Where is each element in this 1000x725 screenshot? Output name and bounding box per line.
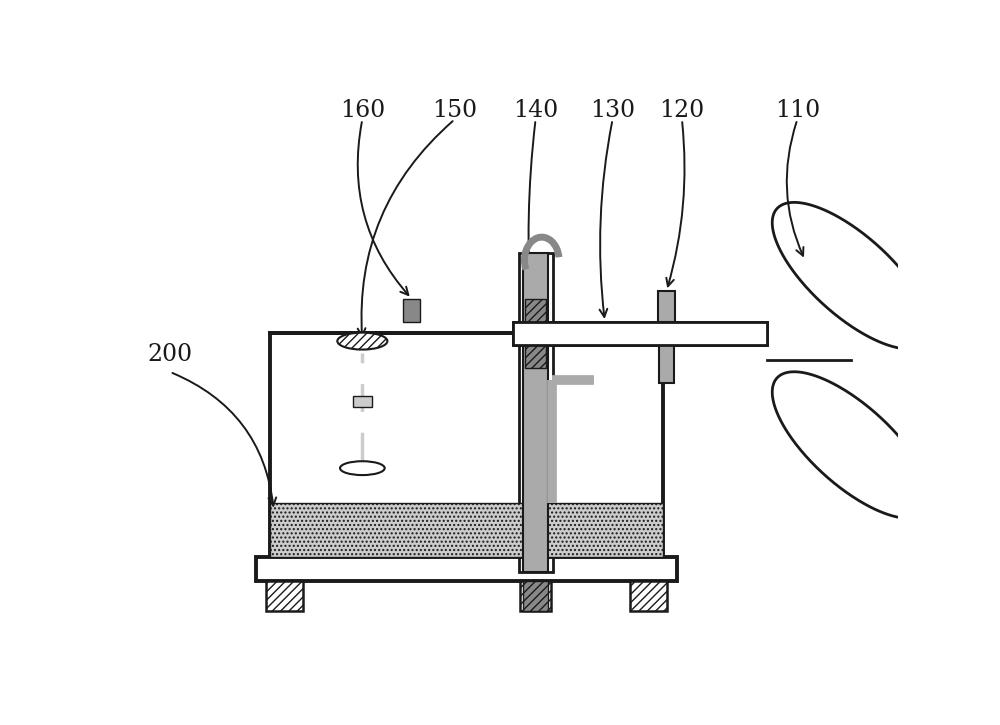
Text: 110: 110 (775, 99, 820, 122)
Bar (266, 581, 303, 610)
Text: 120: 120 (659, 99, 705, 122)
Text: 140: 140 (513, 99, 558, 122)
Bar (658, 291, 675, 322)
Bar (512, 322, 767, 345)
Text: 160: 160 (340, 99, 385, 122)
Bar (520, 581, 551, 610)
Bar (270, 503, 663, 557)
Bar (270, 334, 663, 557)
Bar (353, 396, 372, 407)
Bar (630, 581, 666, 610)
Ellipse shape (337, 333, 387, 349)
Bar (525, 345, 546, 368)
Bar (519, 252, 553, 572)
Bar (403, 299, 420, 322)
Bar (523, 252, 548, 572)
Text: 200: 200 (147, 343, 192, 365)
Bar (256, 557, 677, 581)
Text: 130: 130 (590, 99, 635, 122)
Bar (525, 299, 546, 326)
Bar (512, 322, 767, 345)
Bar (523, 581, 548, 610)
Bar (659, 345, 674, 384)
Text: 150: 150 (432, 99, 477, 122)
Ellipse shape (340, 461, 385, 475)
